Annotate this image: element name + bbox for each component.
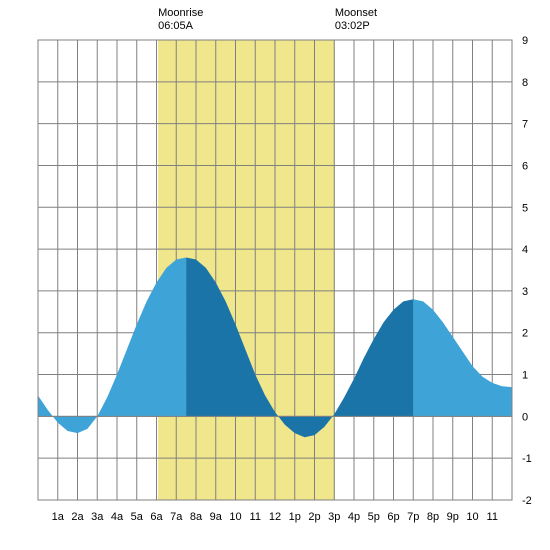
x-tick-label: 1a — [52, 511, 65, 523]
x-tick-label: 6p — [387, 511, 399, 523]
x-tick-label: 11 — [250, 511, 261, 523]
y-tick-label: -2 — [522, 495, 532, 507]
y-tick-label: 2 — [522, 328, 528, 340]
y-tick-label: 3 — [522, 286, 528, 298]
x-tick-label: 4p — [348, 511, 360, 523]
moonrise-time: 06:05A — [158, 20, 194, 32]
y-tick-label: 7 — [522, 119, 528, 131]
x-tick-label: 9p — [447, 511, 459, 523]
y-tick-label: 8 — [522, 77, 528, 89]
x-tick-label: 2a — [71, 511, 84, 523]
x-tick-label: 5p — [368, 511, 380, 523]
x-tick-label: 7a — [170, 511, 183, 523]
y-tick-label: 4 — [522, 244, 528, 256]
x-tick-label: 12 — [269, 511, 281, 523]
y-tick-label: 6 — [522, 160, 528, 172]
x-tick-label: 3a — [91, 511, 104, 523]
x-tick-label: 1p — [289, 511, 301, 523]
x-tick-label: 8a — [190, 511, 203, 523]
x-tick-label: 10 — [466, 511, 478, 523]
moonset-label: Moonset — [335, 7, 377, 19]
x-tick-label: 5a — [131, 511, 144, 523]
x-tick-label: 6a — [150, 511, 163, 523]
moonrise-label: Moonrise — [158, 7, 203, 19]
x-tick-label: 3p — [328, 511, 340, 523]
x-tick-label: 10 — [229, 511, 241, 523]
chart-svg: -2-101234567891a2a3a4a5a6a7a8a9a1011121p… — [0, 0, 550, 550]
x-tick-label: 4a — [111, 511, 124, 523]
x-tick-label: 11 — [487, 511, 498, 523]
x-tick-label: 2p — [308, 511, 320, 523]
x-tick-label: 7p — [407, 511, 419, 523]
x-tick-label: 9a — [210, 511, 223, 523]
y-tick-label: 0 — [522, 411, 528, 423]
y-tick-label: 5 — [522, 202, 528, 214]
y-tick-label: 9 — [522, 35, 528, 47]
x-tick-label: 8p — [427, 511, 439, 523]
y-tick-label: 1 — [522, 370, 528, 382]
y-tick-label: -1 — [522, 453, 532, 465]
tide-chart: -2-101234567891a2a3a4a5a6a7a8a9a1011121p… — [0, 0, 550, 550]
moonset-time: 03:02P — [335, 20, 370, 32]
